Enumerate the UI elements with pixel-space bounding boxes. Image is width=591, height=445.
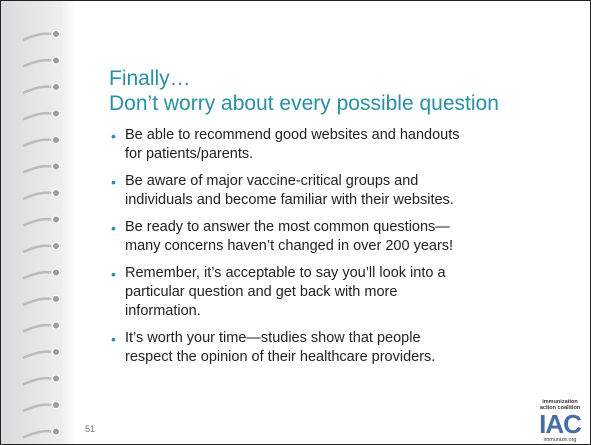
bullet-text: information. [125,303,201,319]
logo: immunization action coalition IAC immuni… [532,399,588,443]
ring [22,164,52,174]
bullet-marker: • [111,331,116,347]
bullet-marker: • [111,174,116,190]
ring [22,350,52,360]
bullet-marker: • [111,128,116,144]
ring [22,270,52,280]
bullet-text: Be aware of major vaccine-critical group… [125,173,419,189]
bullet-marker: • [111,220,116,236]
bullet-text: individuals and become familiar with the… [125,192,454,208]
ring [22,297,52,307]
ring-hole [52,162,60,171]
ring [22,32,52,42]
ring-hole [52,295,60,303]
logo-name: action coalition [539,405,581,411]
ring [22,111,52,121]
logo-name: immunization [542,399,578,405]
logo-mark: IAC [539,409,582,439]
ring-hole [52,30,60,38]
ring [22,138,52,148]
bullet-text: Be ready to answer the most common quest… [125,219,450,235]
ring-hole [52,215,60,224]
ring [22,429,52,439]
ring-hole [52,401,60,409]
ring-hole [52,56,60,65]
bullet-marker: • [111,266,116,282]
ring [22,217,52,227]
ring [22,323,52,333]
bullet-text: respect the opinion of their healthcare … [125,349,436,365]
logo-url: immunize.org [543,437,577,443]
binding-decoration [1,1,76,444]
page-number: 51 [85,424,96,434]
ring-hole [52,427,60,436]
title-line: Finally… [109,67,191,90]
binding-strip [1,1,76,444]
ring-hole [52,136,60,144]
bullet-text: Remember, it’s acceptable to say you’ll … [125,265,446,281]
ring [22,191,52,201]
bullet-text: many concerns haven’t changed in over 20… [125,238,454,254]
bullet-text: for patients/parents. [125,146,254,162]
title-line: Don’t worry about every possible questio… [109,92,499,115]
bullet-text: Be able to recommend good websites and h… [125,127,460,143]
ring-hole [52,268,60,277]
ring [22,376,52,386]
ring [22,244,52,254]
bullet-text: particular question and get back with mo… [125,284,398,300]
ring-hole [52,109,60,118]
ring-hole [52,83,60,91]
ring-hole [52,348,60,356]
bullet-text: It’s worth your time—studies show that p… [125,330,421,346]
ring-hole [52,242,60,250]
ring-hole [52,321,60,330]
ring [22,85,52,95]
ring [22,58,52,68]
ring-hole [52,374,60,383]
ring-hole [52,189,60,197]
ring [22,403,52,413]
